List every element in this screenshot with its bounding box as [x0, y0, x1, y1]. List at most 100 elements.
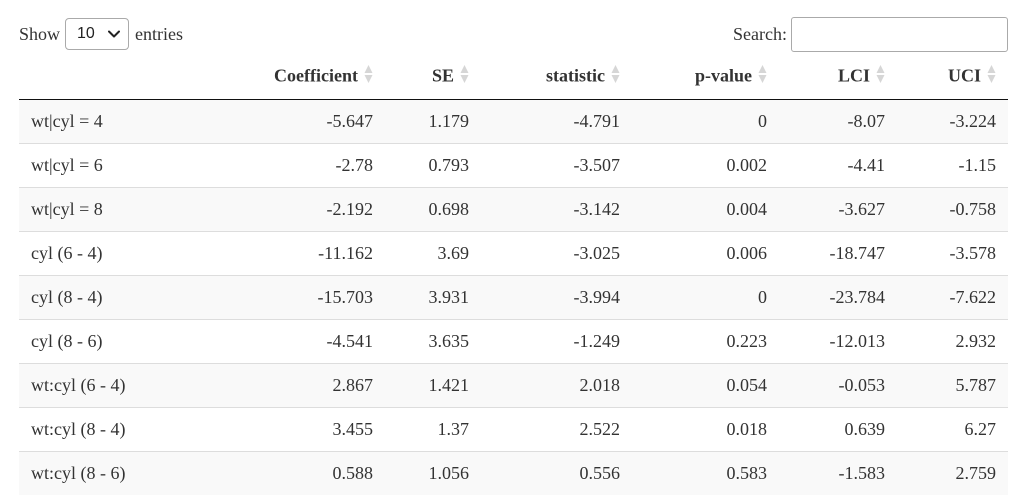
- row-label-cell: wt|cyl = 8: [19, 186, 220, 231]
- table-cell: 0: [632, 274, 779, 319]
- table-row: wt:cyl (8 - 4) 3.455 1.37 2.522 0.018 0.…: [19, 406, 1008, 451]
- table-row: wt|cyl = 6 -2.78 0.793 -3.507 0.002 -4.4…: [19, 142, 1008, 187]
- row-label-cell: wt:cyl (8 - 6): [19, 450, 220, 495]
- sort-both-icon: [876, 64, 885, 89]
- table-cell: -3.507: [481, 142, 632, 187]
- column-header-coefficient[interactable]: Coefficient: [220, 56, 385, 100]
- chevron-down-icon: [108, 30, 121, 38]
- table-cell: -1.249: [481, 318, 632, 363]
- table-cell: -4.541: [220, 318, 385, 363]
- table-cell: 0.583: [632, 450, 779, 495]
- table-cell: 1.056: [385, 450, 481, 495]
- column-header-label: statistic: [546, 65, 605, 86]
- table-cell: 2.932: [897, 318, 1008, 363]
- table-cell: 0.223: [632, 318, 779, 363]
- table-cell: 0.004: [632, 186, 779, 231]
- table-cell: 2.867: [220, 362, 385, 407]
- column-header-label: [19, 56, 220, 100]
- table-cell: -2.78: [220, 142, 385, 187]
- table-cell: -18.747: [779, 230, 897, 275]
- table-cell: -0.758: [897, 186, 1008, 231]
- show-label: Show: [19, 23, 61, 44]
- table-cell: 1.421: [385, 362, 481, 407]
- table-controls: Show 10 entries Search:: [0, 0, 1023, 60]
- entries-select-value: 10: [77, 25, 95, 42]
- table-cell: -2.192: [220, 186, 385, 231]
- table-cell: 0.002: [632, 142, 779, 187]
- table-cell: 1.179: [385, 99, 481, 143]
- table-cell: 3.455: [220, 406, 385, 451]
- table-cell: 0.698: [385, 186, 481, 231]
- column-header-se[interactable]: SE: [385, 56, 481, 100]
- table-cell: 0.556: [481, 450, 632, 495]
- table-cell: 3.635: [385, 318, 481, 363]
- column-header-label: SE: [431, 65, 454, 86]
- column-header-statistic[interactable]: statistic: [481, 56, 632, 100]
- length-control: Show 10 entries: [19, 17, 183, 51]
- table-cell: 0.018: [632, 406, 779, 451]
- table-cell: -1.15: [897, 142, 1008, 187]
- table-cell: 5.787: [897, 362, 1008, 407]
- table-cell: -3.578: [897, 230, 1008, 275]
- search-input[interactable]: [791, 17, 1008, 52]
- table-cell: -1.583: [779, 450, 897, 495]
- search-label: Search:: [733, 24, 787, 44]
- table-cell: 0.588: [220, 450, 385, 495]
- sort-both-icon: [611, 64, 620, 89]
- row-label-cell: cyl (8 - 4): [19, 274, 220, 319]
- table-cell: -12.013: [779, 318, 897, 363]
- column-header-uci[interactable]: UCI: [897, 56, 1008, 100]
- column-header-lci[interactable]: LCI: [779, 56, 897, 100]
- table-row: wt:cyl (6 - 4) 2.867 1.421 2.018 0.054 -…: [19, 362, 1008, 407]
- column-header-label: LCI: [837, 65, 870, 86]
- table-cell: 1.37: [385, 406, 481, 451]
- table-cell: 6.27: [897, 406, 1008, 451]
- table-cell: 2.018: [481, 362, 632, 407]
- table-cell: 0.054: [632, 362, 779, 407]
- table-cell: 0: [632, 99, 779, 143]
- sort-both-icon: [987, 64, 996, 89]
- table-cell: 0.793: [385, 142, 481, 187]
- table-cell: -5.647: [220, 99, 385, 143]
- row-label-cell: cyl (8 - 6): [19, 318, 220, 363]
- table-cell: 3.69: [385, 230, 481, 275]
- table-row: wt|cyl = 4 -5.647 1.179 -4.791 0 -8.07 -…: [19, 99, 1008, 143]
- table-cell: 0.006: [632, 230, 779, 275]
- table-cell: -23.784: [779, 274, 897, 319]
- sort-both-icon: [758, 64, 767, 89]
- entries-select[interactable]: 10: [65, 18, 130, 50]
- table-cell: -0.053: [779, 362, 897, 407]
- column-header-label: UCI: [947, 65, 981, 86]
- column-header-label: Coefficient: [274, 65, 358, 86]
- table-row: cyl (8 - 4) -15.703 3.931 -3.994 0 -23.7…: [19, 274, 1008, 319]
- table-cell: -11.162: [220, 230, 385, 275]
- sort-both-icon: [460, 64, 469, 89]
- results-table: Coefficient SE statistic p-value LCI UCI…: [19, 56, 1008, 495]
- row-label-cell: cyl (6 - 4): [19, 230, 220, 275]
- row-label-cell: wt:cyl (8 - 4): [19, 406, 220, 451]
- table-row: cyl (6 - 4) -11.162 3.69 -3.025 0.006 -1…: [19, 230, 1008, 275]
- search-control: Search:: [733, 17, 1008, 52]
- table-cell: 3.931: [385, 274, 481, 319]
- column-header-label: p-value: [694, 65, 752, 86]
- table-row: cyl (8 - 6) -4.541 3.635 -1.249 0.223 -1…: [19, 318, 1008, 363]
- row-label-cell: wt:cyl (6 - 4): [19, 362, 220, 407]
- table-cell: 2.522: [481, 406, 632, 451]
- table-cell: -3.627: [779, 186, 897, 231]
- row-label-cell: wt|cyl = 4: [19, 99, 220, 143]
- column-header-p-value[interactable]: p-value: [632, 56, 779, 100]
- table-cell: -3.025: [481, 230, 632, 275]
- table-cell: -15.703: [220, 274, 385, 319]
- table-cell: -3.142: [481, 186, 632, 231]
- table-row: wt|cyl = 8 -2.192 0.698 -3.142 0.004 -3.…: [19, 186, 1008, 231]
- entries-label: entries: [135, 23, 183, 44]
- table-cell: 2.759: [897, 450, 1008, 495]
- table-cell: 0.639: [779, 406, 897, 451]
- row-label-cell: wt|cyl = 6: [19, 142, 220, 187]
- table-cell: -8.07: [779, 99, 897, 143]
- table-cell: -7.622: [897, 274, 1008, 319]
- table-cell: -4.791: [481, 99, 632, 143]
- sort-both-icon: [364, 64, 373, 89]
- table-row: wt:cyl (8 - 6) 0.588 1.056 0.556 0.583 -…: [19, 450, 1008, 495]
- table-cell: -3.994: [481, 274, 632, 319]
